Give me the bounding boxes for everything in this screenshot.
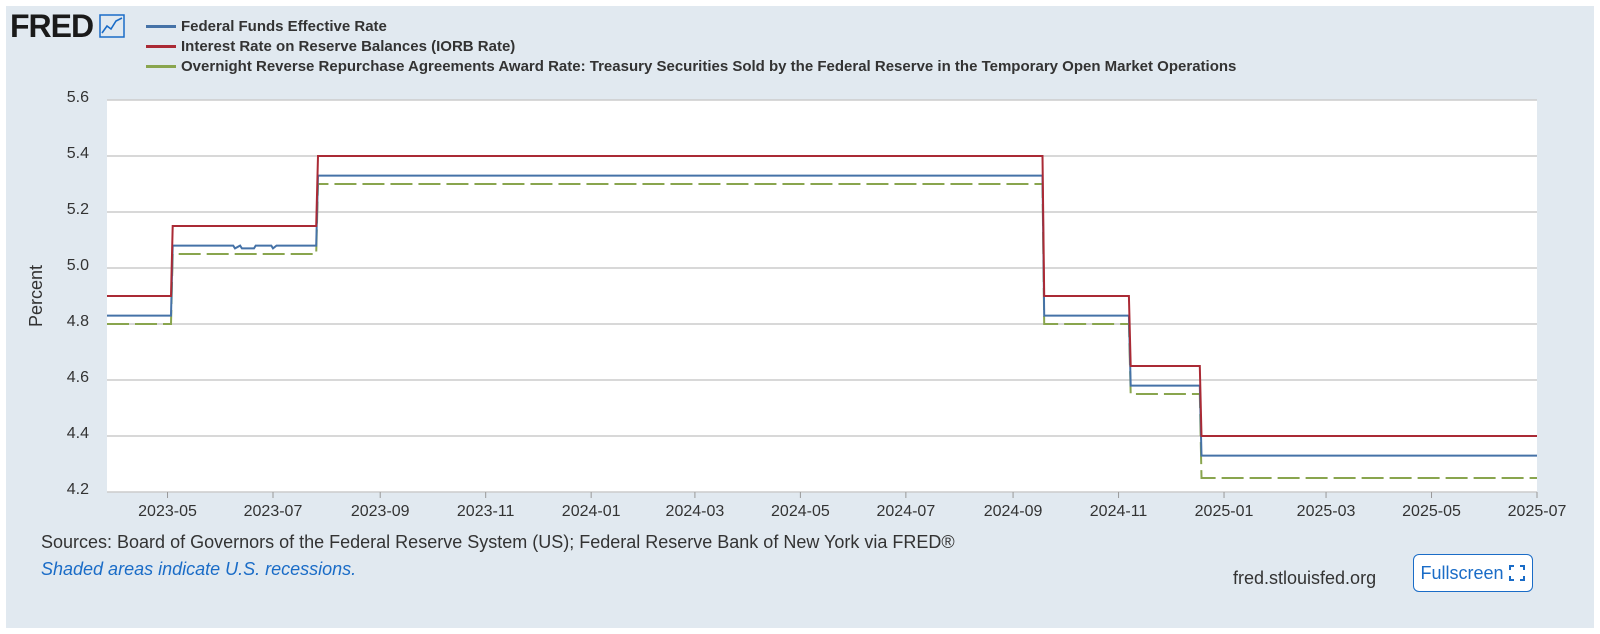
y-tick-label: 4.8 — [67, 313, 89, 330]
legend-item-onrrp: Overnight Reverse Repurchase Agreements … — [146, 56, 1236, 76]
x-tick-label: 2023-05 — [138, 503, 197, 520]
y-tick-label: 4.4 — [67, 425, 89, 442]
legend-label-iorb: Interest Rate on Reserve Balances (IORB … — [181, 37, 516, 55]
gridlines — [107, 99, 1537, 493]
x-tick-label: 2024-05 — [771, 503, 830, 520]
line-chart-icon — [99, 14, 125, 38]
y-tick-label: 4.6 — [67, 369, 89, 386]
site-url[interactable]: fred.stlouisfed.org — [1233, 568, 1377, 588]
series-lines — [107, 155, 1537, 479]
chart-legend: Federal Funds Effective Rate Interest Ra… — [146, 16, 1236, 76]
x-tick-label: 2024-01 — [562, 503, 621, 520]
fullscreen-icon — [1508, 565, 1525, 581]
legend-swatch-iorb — [146, 44, 176, 48]
legend-swatch-onrrp — [146, 64, 176, 68]
legend-label-effr: Federal Funds Effective Rate — [181, 17, 387, 35]
x-tick-label: 2024-03 — [666, 503, 725, 520]
legend-swatch-effr — [146, 24, 176, 28]
x-tick-label: 2023-11 — [457, 503, 515, 520]
fullscreen-label: Fullscreen — [1420, 562, 1504, 583]
x-tick-label: 2025-03 — [1297, 503, 1356, 520]
y-axis: 4.2 4.4 4.6 4.8 5.0 5.2 5.4 5.6 — [67, 89, 89, 498]
fullscreen-button[interactable]: Fullscreen — [1413, 554, 1533, 592]
y-tick-label: 5.2 — [67, 201, 89, 218]
x-tick-label: 2024-11 — [1090, 503, 1148, 520]
recession-note-link[interactable]: Shaded areas indicate U.S. recessions. — [41, 559, 357, 579]
y-tick-label: 4.2 — [67, 481, 89, 498]
y-tick-label: 5.4 — [67, 145, 89, 162]
x-tick-label: 2023-09 — [351, 503, 410, 520]
fred-logo[interactable]: FRED — [10, 10, 125, 42]
y-tick-label: 5.0 — [67, 257, 89, 274]
x-tick-label: 2025-05 — [1402, 503, 1461, 520]
series-line-1 — [107, 155, 1537, 437]
y-tick-label: 5.6 — [67, 89, 89, 106]
x-tick-label: 2024-09 — [984, 503, 1043, 520]
sources-text: Sources: Board of Governors of the Feder… — [41, 532, 955, 552]
y-axis-label: Percent — [26, 265, 46, 327]
plot-area — [107, 100, 1537, 492]
logo-text: FRED — [10, 8, 94, 44]
legend-item-iorb: Interest Rate on Reserve Balances (IORB … — [146, 36, 1236, 56]
legend-label-onrrp: Overnight Reverse Repurchase Agreements … — [181, 57, 1237, 75]
x-tick-label: 2025-01 — [1195, 503, 1254, 520]
x-tick-label: 2023-07 — [244, 503, 303, 520]
x-axis: 2023-05 2023-07 2023-09 2023-11 2024-01 2024-… — [138, 492, 1566, 520]
legend-item-effr: Federal Funds Effective Rate — [146, 16, 1236, 36]
x-tick-label: 2025-07 — [1508, 503, 1567, 520]
x-tick-label: 2024-07 — [877, 503, 936, 520]
